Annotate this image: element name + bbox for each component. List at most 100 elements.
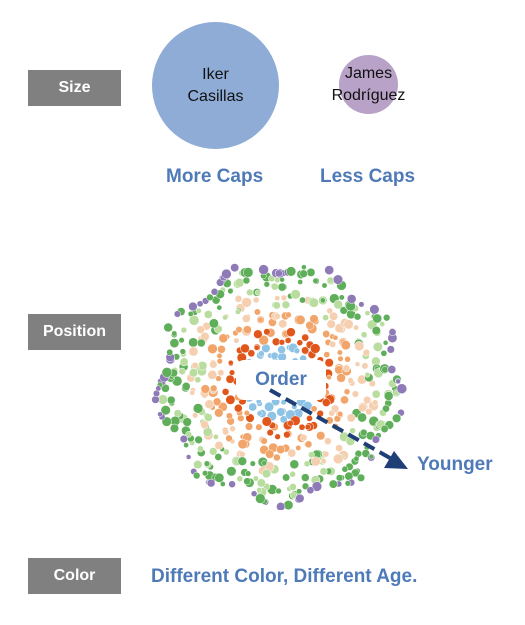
player-bubble <box>268 275 276 283</box>
player-bubble <box>287 419 294 427</box>
player-bubble <box>197 338 206 348</box>
player-bubble <box>254 289 261 296</box>
player-bubble <box>320 458 327 465</box>
player-bubble <box>273 313 281 320</box>
player-bubble <box>338 294 345 301</box>
player-bubble <box>298 423 306 431</box>
player-bubble <box>243 477 252 486</box>
player-bubble <box>189 390 196 396</box>
player-bubble <box>387 365 397 374</box>
player-bubble <box>233 337 240 344</box>
player-bubble <box>229 425 236 432</box>
player-bubble <box>160 405 171 416</box>
player-bubble <box>301 264 307 270</box>
player-bubble <box>341 465 349 473</box>
player-bubble <box>363 395 372 405</box>
player-bubble <box>214 441 224 450</box>
player-bubble <box>293 347 301 354</box>
player-bubble <box>301 333 310 342</box>
player-bubble <box>204 413 213 422</box>
player-bubble <box>357 412 367 423</box>
player-bubble <box>253 308 261 316</box>
player-bubble <box>368 453 375 460</box>
player-bubble <box>188 301 198 312</box>
player-bubble <box>328 409 336 417</box>
position-label: Position <box>28 314 121 350</box>
player-bubble <box>181 382 191 391</box>
player-bubble <box>246 288 254 297</box>
player-bubble <box>332 274 344 285</box>
player-bubble <box>337 355 344 362</box>
younger-label: Younger <box>417 454 493 475</box>
player-bubble <box>372 341 383 352</box>
player-bubble <box>253 329 263 339</box>
player-bubble <box>243 267 254 278</box>
player-bubble <box>191 361 199 370</box>
player-bubble <box>353 455 360 462</box>
player-bubble <box>257 316 264 323</box>
player-bubble <box>222 428 230 436</box>
player-bubble <box>213 434 219 440</box>
player-bubble <box>240 343 250 354</box>
player-bubble <box>322 314 329 321</box>
player-bubble <box>388 328 397 337</box>
player-bubble <box>362 348 371 357</box>
player-bubble <box>210 288 219 296</box>
small-bubble: James Rodríguez <box>332 55 405 114</box>
player-bubble <box>351 390 359 398</box>
player-bubble <box>235 326 243 334</box>
player-bubble <box>364 310 371 316</box>
player-bubble <box>225 434 233 442</box>
player-bubble <box>258 264 269 275</box>
player-bubble <box>274 295 281 301</box>
player-bubble <box>326 374 332 381</box>
player-bubble <box>215 375 222 382</box>
player-bubble <box>169 338 180 348</box>
player-bubble <box>275 487 282 495</box>
player-bubble <box>283 500 294 510</box>
player-bubble <box>221 388 230 396</box>
player-bubble <box>381 366 389 374</box>
player-bubble <box>354 341 365 352</box>
player-bubble <box>188 346 199 357</box>
player-bubble <box>276 502 286 510</box>
player-bubble <box>253 344 260 351</box>
player-bubble <box>289 459 300 470</box>
player-bubble <box>322 330 331 338</box>
player-bubble <box>361 362 369 370</box>
player-bubble <box>203 310 213 319</box>
player-bubble <box>248 402 258 412</box>
player-bubble <box>340 340 351 351</box>
player-bubble <box>218 333 229 344</box>
player-bubble <box>260 437 268 445</box>
player-bubble <box>310 343 321 354</box>
player-bubble <box>343 388 351 395</box>
color-caption: Different Color, Different Age. <box>151 566 418 587</box>
player-bubble <box>322 450 330 458</box>
player-bubble <box>310 456 321 467</box>
player-bubble <box>386 345 395 354</box>
player-bubble <box>358 403 367 413</box>
player-bubble <box>319 467 328 476</box>
player-bubble <box>265 449 275 459</box>
player-bubble <box>380 349 388 357</box>
player-bubble <box>299 296 306 304</box>
big-bubble-first-name: Iker <box>202 65 229 83</box>
player-bubble <box>300 434 308 442</box>
player-bubble <box>308 451 315 459</box>
player-bubble <box>256 487 263 493</box>
player-bubble <box>187 310 194 317</box>
player-bubble <box>214 453 223 461</box>
player-bubble <box>282 473 291 482</box>
player-bubble <box>166 395 176 405</box>
player-bubble <box>214 472 225 483</box>
player-bubble <box>395 378 401 385</box>
player-bubble <box>273 453 281 462</box>
player-bubble <box>214 408 224 418</box>
player-bubble <box>228 369 236 376</box>
player-bubble <box>322 398 331 407</box>
player-bubble <box>316 431 326 441</box>
player-bubble <box>276 407 286 417</box>
player-bubble <box>155 385 162 392</box>
player-bubble <box>274 433 281 440</box>
